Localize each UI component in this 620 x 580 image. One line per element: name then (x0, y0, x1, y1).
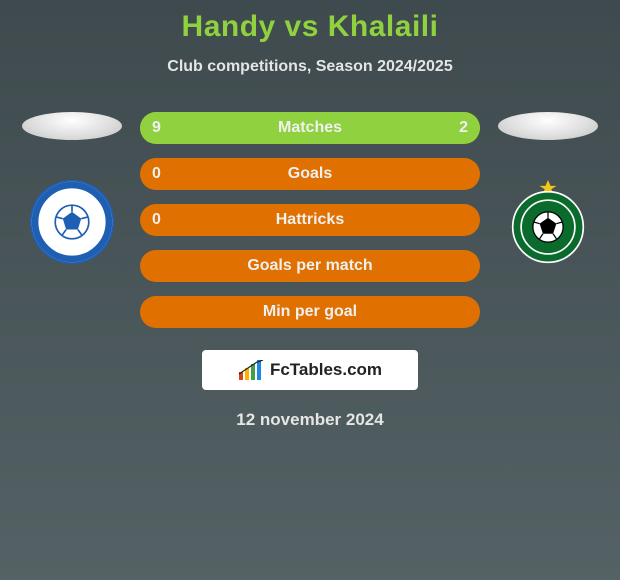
right-player-photo (498, 112, 598, 140)
brand-text: FcTables.com (270, 360, 382, 380)
subtitle: Club competitions, Season 2024/2025 (167, 58, 452, 76)
bar-right-value: 2 (459, 112, 468, 144)
brand-box: FcTables.com (202, 350, 418, 390)
content-wrapper: Handy vs Khalaili Club competitions, Sea… (0, 0, 620, 430)
bar-label: Matches (140, 112, 480, 144)
stat-bar-min-per-goal: Min per goal (140, 296, 480, 328)
stat-bar-matches: Matches9 2 (140, 112, 480, 144)
bar-label: Goals (140, 158, 480, 190)
date-text: 12 november 2024 (236, 410, 383, 430)
bar-label: Min per goal (140, 296, 480, 328)
bar-left-value: 9 (152, 112, 161, 144)
left-side (22, 112, 122, 264)
right-side (498, 112, 598, 264)
right-club-logo (506, 180, 590, 264)
brand-bars-icon (238, 360, 264, 380)
left-player-photo (22, 112, 122, 140)
stat-bar-goals-per-match: Goals per match (140, 250, 480, 282)
bar-left-value: 0 (152, 204, 161, 236)
bar-label: Goals per match (140, 250, 480, 282)
bar-left-value: 0 (152, 158, 161, 190)
stat-bar-goals: Goals0 (140, 158, 480, 190)
page-title: Handy vs Khalaili (182, 10, 439, 44)
stat-bar-hattricks: Hattricks0 (140, 204, 480, 236)
comparison-bars: Matches92Goals0Hattricks0Goals per match… (140, 112, 480, 328)
bar-label: Hattricks (140, 204, 480, 236)
left-club-logo (30, 180, 114, 264)
comparison-row: Matches92Goals0Hattricks0Goals per match… (0, 112, 620, 328)
